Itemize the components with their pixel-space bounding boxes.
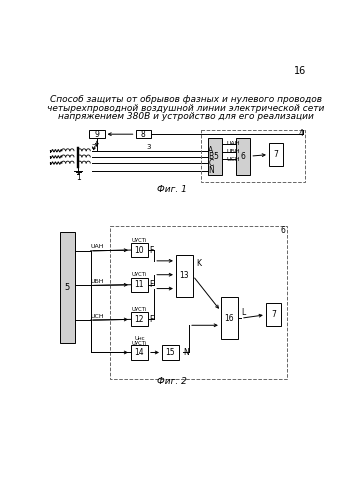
Bar [208,138,222,175]
Text: 12: 12 [135,315,144,324]
Bar [131,312,148,326]
Text: F: F [150,280,154,289]
Bar [236,138,250,175]
Text: L: L [241,307,245,316]
Text: 15: 15 [166,348,175,357]
Text: UУСТі: UУСТі [132,272,147,277]
Text: C: C [208,159,214,168]
Text: 5: 5 [213,152,218,161]
Bar [131,278,148,291]
Text: UУСТі: UУСТі [132,238,147,243]
Text: UУСТі: UУСТі [132,341,147,346]
Bar [269,143,283,166]
Text: Фиг. 1: Фиг. 1 [157,185,187,194]
Text: 13: 13 [180,271,189,280]
Text: K: K [196,259,201,268]
Bar [162,345,179,360]
Text: Фиг. 2: Фиг. 2 [157,377,187,386]
Text: Способ защиты от обрывов фазных и нулевого проводов: Способ защиты от обрывов фазных и нулево… [50,95,322,104]
Text: 6: 6 [280,227,285,236]
Text: 16: 16 [294,66,306,76]
Text: 7: 7 [271,310,276,319]
Text: N: N [183,348,189,357]
Text: Uнс: Uнс [134,336,145,341]
Text: UАН: UАН [90,245,103,250]
Text: F: F [150,315,154,324]
Text: 6: 6 [241,152,246,161]
Text: UУСТі: UУСТі [132,307,147,312]
Text: 11: 11 [135,280,144,289]
Text: 14: 14 [134,348,144,357]
Text: UБН: UБН [90,279,103,284]
Text: 16: 16 [225,314,234,323]
Text: UСН: UСН [90,314,104,319]
Bar [131,243,148,257]
Text: 5: 5 [65,283,70,292]
Bar [136,130,151,138]
Text: напряжением 380В и устройство для его реализации: напряжением 380В и устройство для его ре… [58,112,314,121]
Text: 1: 1 [77,173,82,182]
Bar [201,130,305,182]
Text: A: A [208,146,214,155]
Text: 8: 8 [141,130,146,139]
Bar [176,254,193,297]
Text: UБН: UБН [227,149,240,154]
Bar [89,130,104,138]
Text: 9: 9 [94,130,99,139]
Bar [60,232,75,343]
Text: 7: 7 [274,150,278,159]
Text: четырехпроводной воздушной линии электрической сети: четырехпроводной воздушной линии электри… [47,104,325,113]
Text: 10: 10 [134,246,144,254]
Text: 2: 2 [91,144,96,150]
Text: F: F [150,246,154,254]
Bar [110,226,287,379]
Bar [221,297,238,339]
Text: UСН: UСН [226,157,240,162]
Bar [131,345,148,360]
Text: 4: 4 [299,129,304,138]
Text: N: N [208,166,214,175]
Text: 3: 3 [146,144,151,150]
Text: UАН: UАН [227,141,240,146]
Text: B: B [208,152,214,161]
Bar [266,303,281,326]
